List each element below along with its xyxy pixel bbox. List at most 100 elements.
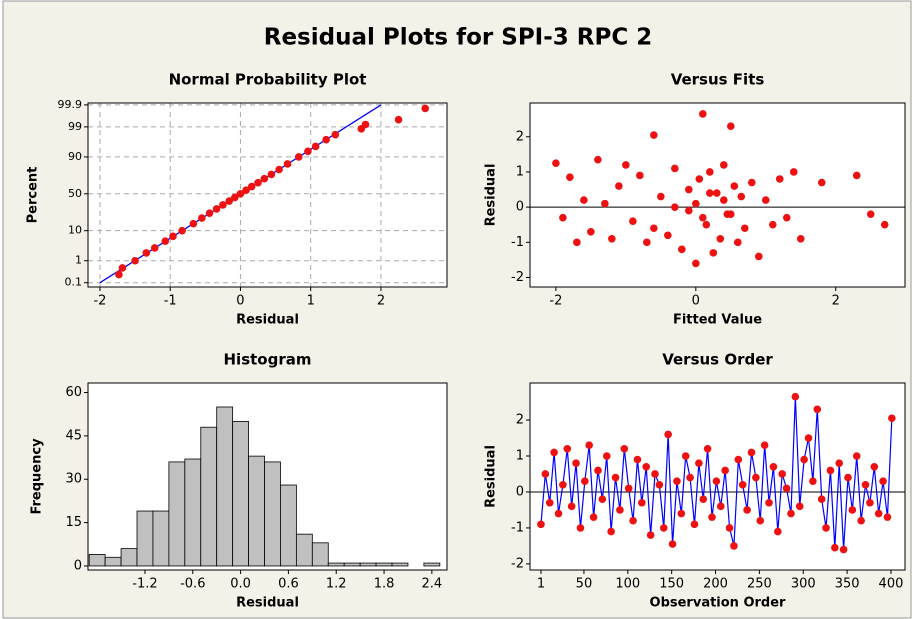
point <box>692 199 700 208</box>
point <box>537 520 545 529</box>
bar <box>343 562 361 567</box>
point <box>231 193 239 202</box>
point <box>708 513 716 521</box>
point <box>716 235 725 243</box>
y-tick-label: 99 <box>68 120 82 133</box>
y-tick-label: 15 <box>65 515 82 530</box>
point <box>664 231 672 240</box>
point <box>839 545 848 554</box>
point <box>692 259 700 268</box>
point <box>616 506 624 514</box>
y-tick-label: 60 <box>65 385 82 400</box>
point <box>247 182 256 191</box>
point <box>743 506 751 514</box>
subplot: Histogram Residual Frequency -1.2 -0.6 0.0 0.6… <box>30 351 448 611</box>
point <box>671 203 679 211</box>
x-tick-label: 50 <box>576 577 593 592</box>
point <box>267 170 276 179</box>
point <box>699 213 707 222</box>
point <box>826 466 835 475</box>
bar <box>232 421 249 567</box>
point <box>260 174 269 183</box>
point <box>870 462 879 471</box>
bar <box>88 553 106 567</box>
point <box>615 182 623 190</box>
bar <box>375 562 393 567</box>
y-axis-label: Residual <box>484 445 499 508</box>
y-tick-label: -1 <box>511 235 524 250</box>
point <box>754 252 763 261</box>
x-axis-label: Residual <box>236 313 299 328</box>
point <box>800 455 808 464</box>
point <box>760 441 769 450</box>
point <box>699 495 708 503</box>
point <box>678 245 686 254</box>
bar <box>152 510 170 567</box>
y-tick-label: 0 <box>516 484 524 499</box>
point <box>778 470 786 478</box>
point <box>795 502 804 511</box>
point <box>421 104 430 113</box>
point <box>394 115 403 124</box>
point <box>304 147 312 156</box>
point <box>809 477 817 485</box>
point <box>219 201 227 209</box>
x-tick-label: 200 <box>703 577 728 592</box>
y-axis-label: Percent <box>26 167 41 224</box>
point <box>702 220 711 229</box>
point <box>673 477 681 485</box>
point <box>706 168 714 176</box>
y-tick-label: 1 <box>516 449 524 464</box>
subplot-title: Normal Probability Plot <box>169 71 367 89</box>
bar <box>248 455 265 567</box>
point <box>685 206 693 215</box>
y-tick-label: 2 <box>516 413 524 428</box>
point <box>804 434 813 442</box>
bar <box>120 548 138 567</box>
marks <box>552 110 889 268</box>
x-tick-label: 0 <box>692 294 700 309</box>
point <box>550 448 558 457</box>
point <box>668 540 677 548</box>
bar <box>168 461 186 567</box>
point <box>822 524 830 532</box>
x-tick-label: 300 <box>791 577 816 592</box>
point <box>545 498 554 507</box>
point <box>311 142 320 151</box>
y-tick-label: -2 <box>511 270 524 285</box>
point <box>572 459 580 467</box>
bar <box>295 533 313 567</box>
x-tick-label: -1.2 <box>132 577 157 592</box>
point <box>796 235 805 243</box>
subplot-title: Versus Fits <box>671 71 765 89</box>
x-tick-label: 350 <box>835 577 860 592</box>
point <box>756 516 765 525</box>
y-tick-label: -1 <box>511 520 524 535</box>
x-tick-label: 2.4 <box>422 577 443 592</box>
point <box>857 516 865 525</box>
point <box>712 477 721 485</box>
point <box>787 509 795 518</box>
bar <box>200 426 218 567</box>
point <box>636 171 644 180</box>
y-axis-label: Frequency <box>30 438 45 515</box>
x-tick-label: 1.2 <box>326 577 347 592</box>
point <box>848 506 857 514</box>
point <box>294 153 303 161</box>
point <box>726 210 735 218</box>
point <box>198 214 206 222</box>
point <box>695 175 704 183</box>
marks <box>88 406 441 567</box>
bar <box>216 406 234 567</box>
point <box>671 164 679 173</box>
plot-area <box>88 103 447 287</box>
point <box>852 452 861 460</box>
point <box>638 498 646 507</box>
point <box>726 122 735 131</box>
point <box>747 448 756 457</box>
point <box>861 480 870 489</box>
point <box>608 235 616 243</box>
